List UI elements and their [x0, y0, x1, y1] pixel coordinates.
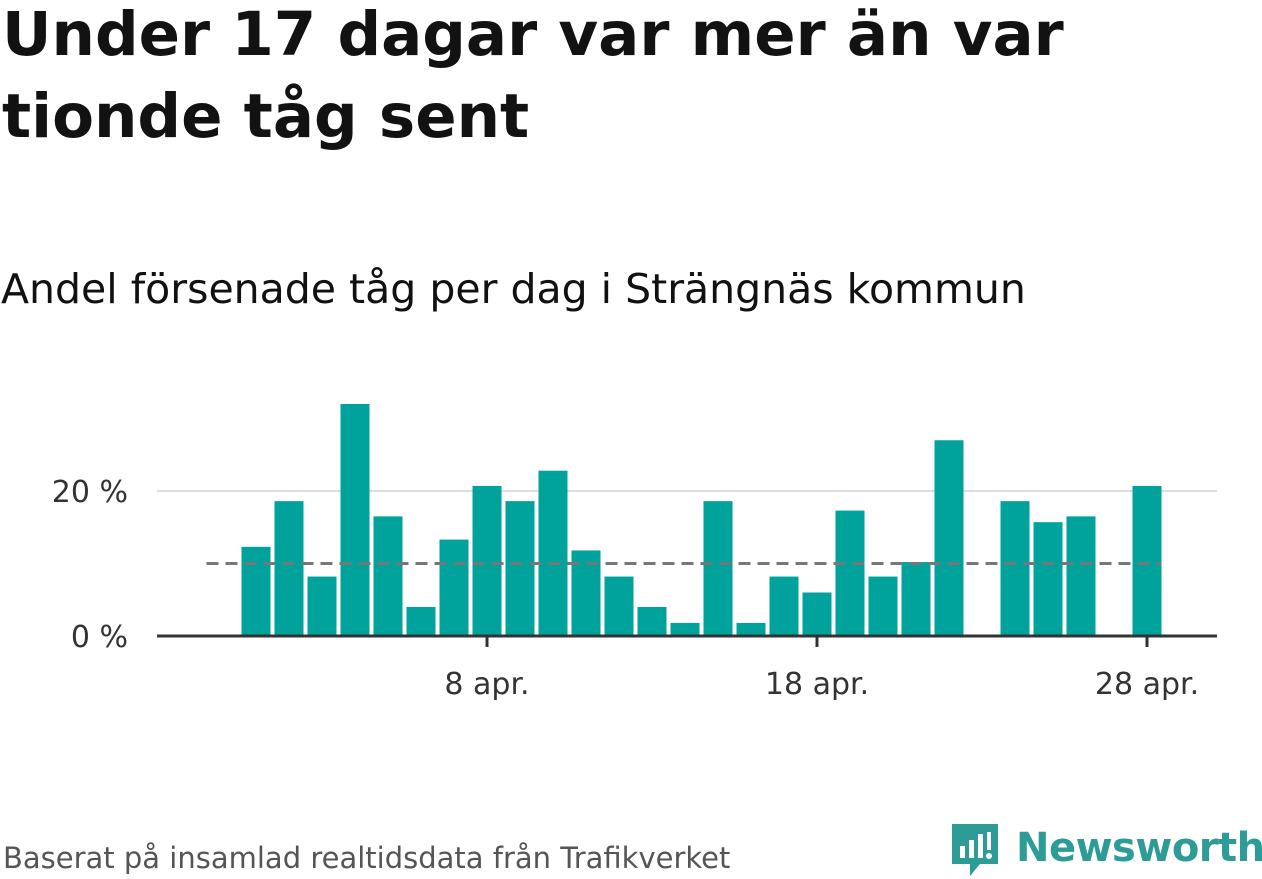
bar-chart: 0 % 20 % 8 apr. 18 apr. 28 apr.	[52, 404, 1217, 700]
bar	[340, 404, 370, 636]
newsworthy-logo-icon	[952, 824, 998, 876]
bar	[802, 592, 832, 636]
y-tick-label: 20 %	[52, 475, 128, 510]
bar	[1132, 485, 1162, 636]
bar	[1000, 501, 1030, 636]
x-tick-label: 28 apr.	[1095, 667, 1199, 700]
bar	[835, 510, 865, 636]
bar	[769, 576, 799, 636]
chart-title: Under 17 dagar var mer än var tionde tåg…	[2, 0, 1064, 152]
bar	[703, 501, 733, 636]
bar	[868, 576, 898, 636]
brand-logo: Newsworthy	[950, 818, 1262, 878]
bar	[472, 485, 502, 636]
source-note: Baserat på insamlad realtidsdata från Tr…	[3, 841, 731, 875]
bar	[505, 501, 535, 636]
bar	[241, 546, 271, 636]
bar	[1066, 516, 1096, 636]
bar	[439, 539, 469, 636]
bar	[1033, 522, 1063, 636]
bar	[538, 470, 568, 636]
chart-subtitle: Andel försenade tåg per dag i Strängnäs …	[1, 265, 1026, 313]
x-tick-label: 8 apr.	[444, 667, 529, 700]
bar	[406, 607, 436, 636]
bar	[373, 516, 403, 636]
bar	[637, 607, 667, 636]
bar	[604, 576, 634, 636]
bar	[934, 440, 964, 636]
bar	[736, 622, 766, 636]
bar	[901, 562, 931, 636]
brand-name: Newsworthy	[1016, 825, 1262, 871]
bar	[307, 576, 337, 636]
bar	[274, 501, 304, 636]
x-tick-label: 18 apr.	[765, 667, 869, 700]
bar	[670, 622, 700, 636]
y-tick-label: 0 %	[71, 620, 128, 655]
